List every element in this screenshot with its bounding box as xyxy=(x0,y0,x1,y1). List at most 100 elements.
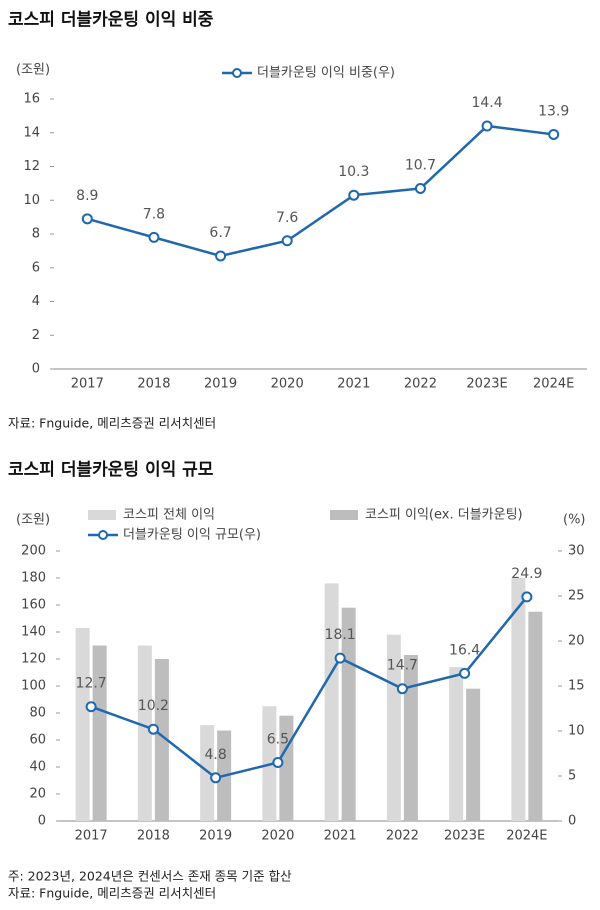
data-label: 24.9 xyxy=(511,566,542,582)
y2-tick-label: 10 xyxy=(568,724,585,739)
point xyxy=(210,772,222,784)
x-tick-label: 2017 xyxy=(75,829,108,844)
point xyxy=(85,701,97,713)
y-tick-label: 12 xyxy=(23,159,40,174)
y-tick-label: 8 xyxy=(32,227,40,242)
x-tick-label: 2021 xyxy=(337,377,370,392)
data-label: 6.5 xyxy=(267,732,289,748)
y-tick-label: 10 xyxy=(23,193,40,208)
line xyxy=(90,596,528,780)
bar xyxy=(75,627,90,821)
point xyxy=(396,683,408,695)
x-tick-label: 2023E xyxy=(466,377,507,392)
x-tick-label: 2018 xyxy=(137,377,170,392)
y-tick-label: 120 xyxy=(21,652,46,667)
y-tick-label: 180 xyxy=(21,571,46,586)
bar xyxy=(386,634,401,821)
point xyxy=(215,250,227,262)
point xyxy=(548,128,560,140)
bar xyxy=(154,659,169,821)
y-tick-label: 0 xyxy=(32,362,40,377)
point xyxy=(272,757,284,768)
y-tick-label: 4 xyxy=(32,294,40,309)
y2-tick-label: 30 xyxy=(568,544,585,559)
bar xyxy=(511,578,526,821)
bar xyxy=(324,583,339,821)
bar xyxy=(528,611,543,821)
x-tick-label: 2017 xyxy=(71,377,104,392)
data-label: 7.6 xyxy=(276,210,298,226)
point xyxy=(459,667,471,679)
data-label: 8.9 xyxy=(76,188,98,204)
x-tick-label: 2020 xyxy=(271,377,304,392)
x-tick-label: 2020 xyxy=(261,829,294,844)
data-label: 18.1 xyxy=(325,627,356,643)
point xyxy=(147,723,159,735)
bar xyxy=(137,645,152,821)
y-tick-label: 40 xyxy=(29,760,46,775)
y-tick-label: 20 xyxy=(29,787,46,802)
y-tick-label: 16 xyxy=(23,92,40,107)
data-label: 4.8 xyxy=(204,747,226,763)
x-tick-label: 2024E xyxy=(506,829,547,844)
y2-tick-label: 5 xyxy=(568,769,576,784)
point xyxy=(348,189,360,201)
data-label: 14.4 xyxy=(471,95,502,111)
data-label: 6.7 xyxy=(209,225,231,241)
y-tick-label: 140 xyxy=(21,625,46,640)
data-label: 14.7 xyxy=(387,658,418,674)
legend-label: 코스피 전체 이익 xyxy=(123,508,215,523)
y2-tick-label: 25 xyxy=(568,589,585,604)
point xyxy=(81,213,93,225)
y-unit: (조원) xyxy=(16,513,50,528)
x-tick-label: 2024E xyxy=(533,377,574,392)
data-label: 16.4 xyxy=(449,642,480,658)
chart-title: 코스피 더블카운팅 이익 비중 xyxy=(8,10,214,30)
point xyxy=(334,652,346,664)
data-label: 13.9 xyxy=(538,103,569,119)
legend-label: 더블카운팅 이익 규모(우) xyxy=(123,528,261,543)
y-tick-label: 2 xyxy=(32,328,40,343)
point xyxy=(414,182,426,194)
point xyxy=(281,235,293,247)
legend-swatch xyxy=(330,510,358,520)
data-label: 10.7 xyxy=(405,157,436,173)
line xyxy=(86,124,554,258)
y-tick-label: 80 xyxy=(29,706,46,721)
y2-tick-label: 15 xyxy=(568,679,585,694)
y-tick-label: 6 xyxy=(32,260,40,275)
x-tick-label: 2023E xyxy=(444,829,485,844)
x-tick-label: 2021 xyxy=(324,829,357,844)
x-tick-label: 2019 xyxy=(204,377,237,392)
legend-swatch xyxy=(88,510,116,520)
point xyxy=(148,231,160,243)
data-label: 12.7 xyxy=(76,676,107,692)
point xyxy=(521,591,533,603)
y-tick-label: 160 xyxy=(21,598,46,613)
bar xyxy=(466,688,481,821)
chart-title: 코스피 더블카운팅 이익 규모 xyxy=(8,460,214,480)
bar xyxy=(92,645,107,821)
legend-label: 더블카운팅 이익 비중(우) xyxy=(257,66,395,81)
source: 자료: Fnguide, 메리츠증권 리서치센터 xyxy=(8,886,216,901)
legend-marker xyxy=(232,68,242,78)
bar xyxy=(200,725,215,821)
x-tick-label: 2022 xyxy=(386,829,419,844)
bar xyxy=(403,654,418,821)
point xyxy=(481,120,493,132)
note: 주: 2023년, 2024년은 컨센서스 존재 종목 기준 합산 xyxy=(8,869,292,884)
y-tick-label: 0 xyxy=(38,814,46,829)
data-label: 7.8 xyxy=(143,206,165,222)
y-tick-label: 100 xyxy=(21,679,46,694)
legend-label: 코스피 이익(ex. 더블카운팅) xyxy=(365,508,523,523)
x-tick-label: 2022 xyxy=(404,377,437,392)
x-tick-label: 2019 xyxy=(199,829,232,844)
bar xyxy=(449,667,464,821)
y-tick-label: 200 xyxy=(21,544,46,559)
data-label: 10.2 xyxy=(138,698,169,714)
y-tick-label: 60 xyxy=(29,733,46,748)
y-unit: (조원) xyxy=(16,63,50,78)
data-label: 10.3 xyxy=(338,164,369,180)
y2-tick-label: 20 xyxy=(568,634,585,649)
